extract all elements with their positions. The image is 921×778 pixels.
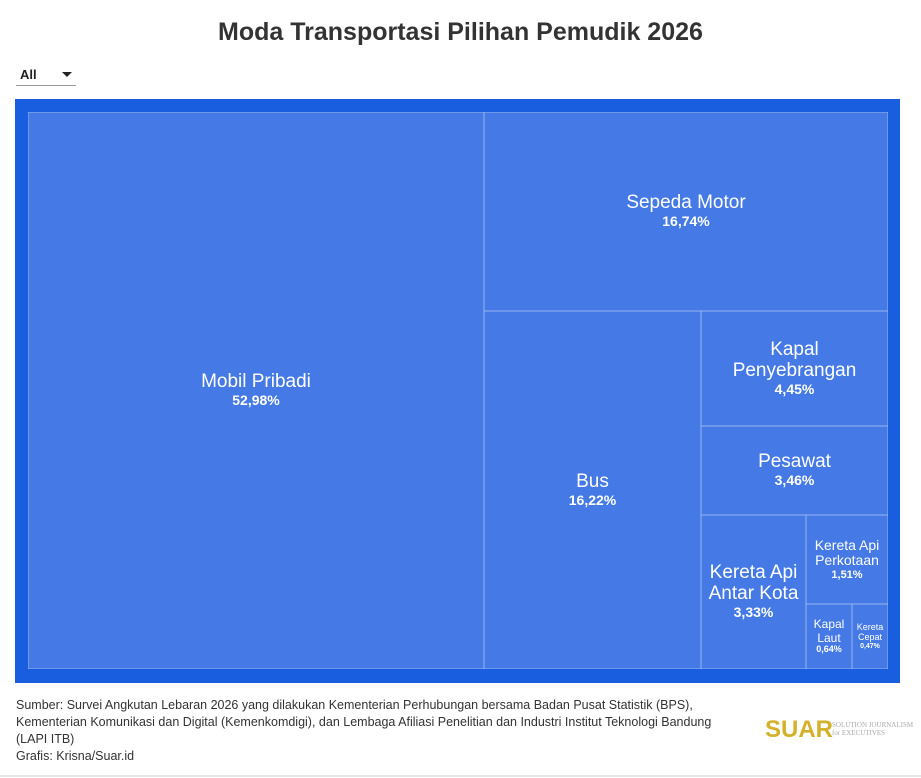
chart-title: Moda Transportasi Pilihan Pemudik 2026 [218, 18, 703, 46]
tagline-line: for EXECUTIVES [832, 729, 886, 737]
treemap-cell-kereta-cepat[interactable]: Kereta Cepat 0,47% [852, 604, 888, 669]
cell-value: 3,33% [733, 604, 774, 621]
divider [0, 775, 921, 777]
source-note: Sumber: Survei Angkutan Lebaran 2026 yan… [16, 697, 766, 765]
filter-selected-value: All [20, 67, 37, 82]
cell-value: 16,22% [568, 491, 617, 508]
treemap-cell-kapal-penyebrangan[interactable]: Kapal Penyebrangan 4,45% [701, 311, 888, 426]
treemap-cell-kapal-laut[interactable]: Kapal Laut 0,64% [806, 604, 852, 669]
suar-logo: SUAR [765, 716, 834, 743]
cell-label: Kapal Penyebrangan [732, 338, 857, 381]
logo-tagline: SOLUTION JOURNALISM for EXECUTIVES [832, 721, 913, 737]
cell-label: Bus [576, 470, 609, 492]
treemap-cell-sepeda-motor[interactable]: Sepeda Motor 16,74% [484, 112, 888, 311]
graphic-credit: Grafis: Krisna/Suar.id [16, 749, 135, 763]
category-filter-dropdown[interactable]: All [16, 66, 76, 86]
chevron-down-icon [62, 72, 72, 77]
cell-label: Pesawat [758, 451, 831, 473]
cell-label: Kereta Api Antar Kota [708, 562, 799, 605]
cell-label: Kapal Laut [813, 617, 845, 645]
treemap-cell-mobil-pribadi[interactable]: Mobil Pribadi 52,98% [28, 112, 484, 669]
cell-label: Mobil Pribadi [201, 371, 311, 393]
source-line: Sumber: Survei Angkutan Lebaran 2026 yan… [16, 698, 693, 712]
cell-label: Sepeda Motor [626, 192, 746, 214]
treemap-cell-bus[interactable]: Bus 16,22% [484, 311, 701, 669]
source-line: Kementerian Komunikasi dan Digital (Keme… [16, 715, 712, 729]
source-line: (LAPI ITB) [16, 732, 75, 746]
treemap-cell-kereta-api-antar-kota[interactable]: Kereta Api Antar Kota 3,33% [701, 515, 806, 669]
treemap-cell-pesawat[interactable]: Pesawat 3,46% [701, 426, 888, 515]
cell-label: Kereta Cepat [856, 621, 884, 642]
cell-value: 0,64% [816, 643, 842, 654]
cell-value: 0,47% [860, 642, 880, 650]
tagline-line: SOLUTION JOURNALISM [832, 721, 914, 729]
cell-value: 16,74% [662, 213, 710, 230]
cell-value: 3,46% [774, 472, 815, 489]
cell-value: 52,98% [232, 392, 280, 409]
cell-value: 4,45% [774, 380, 815, 397]
cell-label: Kereta Api Perkotaan [814, 537, 880, 569]
treemap-cell-kereta-api-perkotaan[interactable]: Kereta Api Perkotaan 1,51% [806, 515, 888, 604]
cell-value: 1,51% [831, 568, 863, 581]
